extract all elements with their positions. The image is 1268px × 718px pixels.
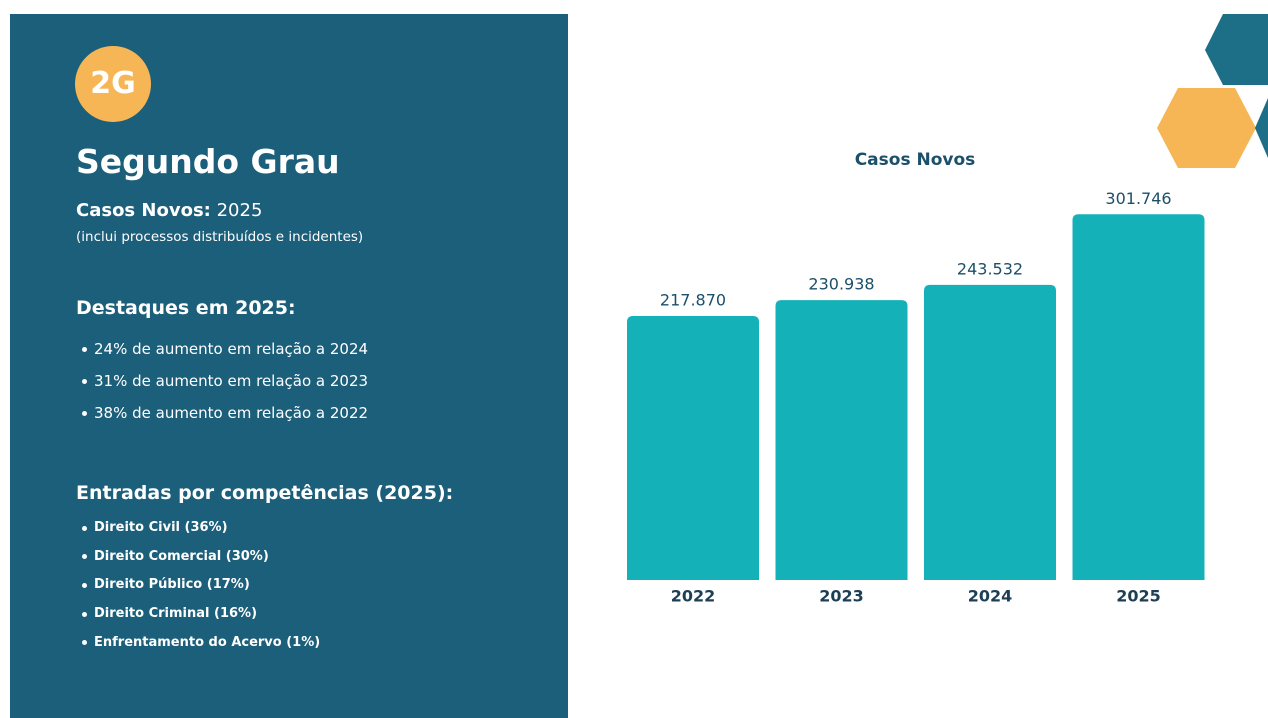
list-item: Direito Comercial (30%) [82, 548, 269, 564]
subtitle: Casos Novos: 2025 [76, 200, 262, 221]
x-tick-label: 2023 [819, 587, 864, 606]
subtitle-value: 2025 [216, 200, 263, 221]
bar [775, 300, 908, 580]
note: (inclui processos distribuídos e inciden… [76, 229, 364, 245]
chart-title: Casos Novos [855, 150, 976, 170]
bar [627, 315, 759, 580]
list-item: 31% de aumento em relação a 2023 [81, 372, 369, 390]
badge: 2G [75, 46, 151, 122]
list-item: Direito Público (17%) [82, 577, 250, 593]
bar [924, 284, 1056, 580]
info-panel: 2G Segundo Grau Casos Novos: 2025 (inclu… [10, 14, 568, 718]
list-item: Enfrentamento do Acervo (1%) [81, 634, 321, 650]
x-tick-label: 2024 [968, 587, 1013, 606]
list-item: Direito Criminal (16%) [81, 606, 258, 622]
list-item: 24% de aumento em relação a 2024 [81, 340, 369, 358]
value-label: 243.532 [957, 259, 1023, 278]
value-label: 230.938 [808, 275, 874, 294]
chart: Casos Novos 217.870 2022 230.938 2023 243.53… [627, 14, 1268, 606]
list-item: Direito Civil (36%) [82, 520, 228, 535]
list-item: 38% de aumento em relação a 2022 [81, 404, 369, 422]
x-tick-label: 2025 [1116, 587, 1161, 606]
hexagon [1157, 88, 1256, 168]
panel-title: Segundo Grau [76, 142, 340, 181]
bar [1072, 214, 1205, 580]
hexagon [1205, 14, 1268, 85]
subtitle-label: Casos Novos: [76, 200, 211, 221]
hexagon [1255, 98, 1268, 158]
x-tick-label: 2022 [671, 587, 716, 606]
value-label: 217.870 [660, 290, 726, 309]
value-label: 301.746 [1105, 189, 1171, 208]
highlights-title: Destaques em 2025: [76, 297, 296, 319]
entries-title: Entradas por competências (2025): [76, 482, 454, 504]
